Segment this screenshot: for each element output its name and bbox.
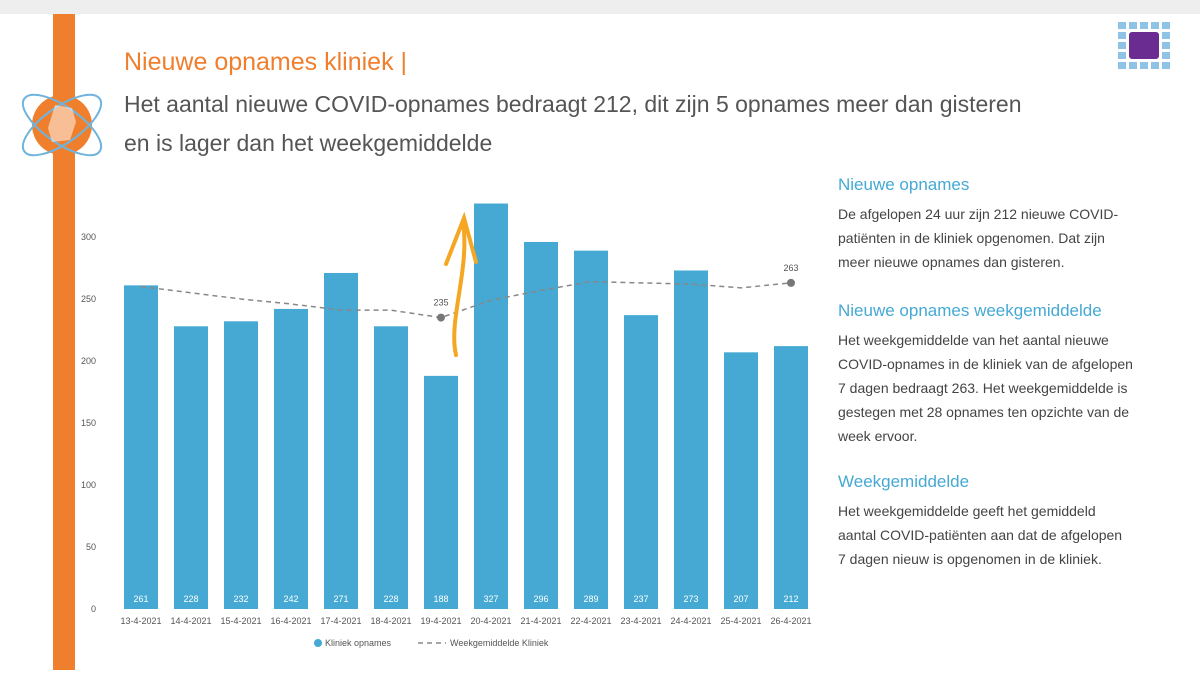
panel-text: 7 dagen nieuw is opgenomen in de kliniek…: [838, 551, 1102, 567]
logo-cell: [1118, 42, 1126, 49]
legend-label: Kliniek opnames: [325, 638, 392, 648]
value-label: 242: [283, 594, 298, 604]
logo-cell: [1162, 32, 1170, 39]
value-label: 289: [583, 594, 598, 604]
x-tick-label: 17-4-2021: [320, 616, 361, 626]
panel-heading: Nieuwe opnames: [838, 175, 969, 194]
panel-text: Het weekgemiddelde geeft het gemiddeld: [838, 503, 1096, 519]
x-tick-label: 14-4-2021: [170, 616, 211, 626]
value-label: 188: [433, 594, 448, 604]
value-label: 296: [533, 594, 548, 604]
bar: [574, 250, 608, 609]
bar: [324, 272, 358, 609]
x-tick-label: 19-4-2021: [420, 616, 461, 626]
logo-cell: [1118, 22, 1126, 29]
logo: [1118, 22, 1170, 69]
logo-cell: [1129, 22, 1137, 29]
value-label: 228: [383, 594, 398, 604]
y-tick-label: 50: [86, 542, 96, 552]
logo-cell: [1162, 52, 1170, 59]
bar: [624, 315, 658, 609]
bar: [224, 321, 258, 609]
top-band: [0, 0, 1200, 14]
logo-cell: [1140, 22, 1148, 29]
panel-text: aantal COVID-patiënten aan dat de afgelo…: [838, 527, 1122, 543]
bar: [274, 308, 308, 609]
value-label: 207: [733, 594, 748, 604]
x-tick-label: 13-4-2021: [120, 616, 161, 626]
panel-text: meer nieuwe opnames dan gisteren.: [838, 254, 1064, 270]
x-tick-label: 18-4-2021: [370, 616, 411, 626]
bar: [474, 203, 508, 609]
logo-cell: [1118, 32, 1126, 39]
bar: [374, 326, 408, 609]
x-tick-label: 26-4-2021: [770, 616, 811, 626]
x-tick-label: 15-4-2021: [220, 616, 261, 626]
panel-text: Het weekgemiddelde van het aantal nieuwe: [838, 332, 1109, 348]
y-tick-label: 200: [81, 356, 96, 366]
globe-icon: [21, 93, 103, 157]
subtitle: en is lager dan het weekgemiddelde: [124, 130, 492, 156]
line-label: 235: [433, 298, 448, 308]
panel-text: gestegen met 28 opnames ten opzichte van…: [838, 404, 1129, 420]
logo-cell: [1118, 52, 1126, 59]
line-marker: [437, 313, 445, 322]
bar: [774, 346, 808, 609]
x-tick-label: 20-4-2021: [470, 616, 511, 626]
legend-label: Weekgemiddelde Kliniek: [450, 638, 549, 648]
y-tick-label: 300: [81, 232, 96, 242]
panel-text: patiënten in de kliniek opgenomen. Dat z…: [838, 230, 1105, 246]
logo-cell: [1140, 62, 1148, 69]
value-label: 271: [333, 594, 348, 604]
logo-cell: [1162, 42, 1170, 49]
y-tick-label: 100: [81, 480, 96, 490]
x-tick-label: 21-4-2021: [520, 616, 561, 626]
panel-text: COVID-opnames in de kliniek van de afgel…: [838, 356, 1133, 372]
panel-text: De afgelopen 24 uur zijn 212 nieuwe COVI…: [838, 206, 1119, 222]
title: Nieuwe opnames kliniek |: [124, 48, 407, 76]
logo-cell: [1162, 62, 1170, 69]
y-tick-label: 250: [81, 294, 96, 304]
line-marker: [787, 278, 795, 287]
value-label: 327: [483, 594, 498, 604]
panel-text: 7 dagen bedraagt 263. Het weekgemiddelde…: [838, 380, 1128, 396]
value-label: 228: [183, 594, 198, 604]
x-tick-label: 23-4-2021: [620, 616, 661, 626]
bar: [674, 270, 708, 609]
line-label: 263: [783, 263, 798, 273]
value-label: 261: [133, 594, 148, 604]
legend-swatch: [314, 639, 322, 647]
value-label: 273: [683, 594, 698, 604]
logo-cell: [1118, 62, 1126, 69]
bar: [524, 241, 558, 609]
value-label: 237: [633, 594, 648, 604]
x-tick-label: 24-4-2021: [670, 616, 711, 626]
value-label: 212: [783, 594, 798, 604]
y-tick-label: 150: [81, 418, 96, 428]
logo-cell: [1151, 62, 1159, 69]
x-tick-label: 25-4-2021: [720, 616, 761, 626]
side-bar: [53, 14, 75, 670]
logo-cell: [1151, 22, 1159, 29]
panel-heading: Weekgemiddelde: [838, 472, 969, 491]
x-tick-label: 16-4-2021: [270, 616, 311, 626]
bar: [724, 352, 758, 609]
logo-center: [1129, 32, 1159, 59]
logo-cell: [1162, 22, 1170, 29]
bar: [124, 285, 158, 609]
annotation-arrow: [444, 211, 478, 357]
panel-heading: Nieuwe opnames weekgemiddelde: [838, 301, 1102, 320]
y-tick-label: 0: [91, 604, 96, 614]
bar: [424, 375, 458, 609]
line: [140, 280, 792, 319]
value-label: 232: [233, 594, 248, 604]
panel-text: week ervoor.: [837, 428, 917, 444]
x-tick-label: 22-4-2021: [570, 616, 611, 626]
bar: [174, 326, 208, 609]
subtitle: Het aantal nieuwe COVID-opnames bedraagt…: [124, 91, 1022, 117]
logo-cell: [1129, 62, 1137, 69]
